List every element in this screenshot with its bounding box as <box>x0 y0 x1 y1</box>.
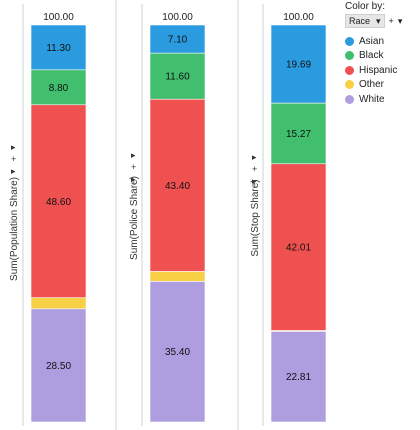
legend-swatch-icon <box>345 80 354 89</box>
chevron-down-icon: ▾ <box>376 16 381 26</box>
add-color-dropdown-icon[interactable]: ▾ <box>397 15 403 26</box>
legend-swatch-icon <box>345 51 354 60</box>
segment-value-label: 35.40 <box>165 347 190 358</box>
legend-item-black[interactable]: Black <box>345 49 419 63</box>
axis-expand-arrow-icon[interactable]: ▸ <box>11 142 16 152</box>
color-by-select-value: Race <box>349 16 371 26</box>
legend-item-label: Other <box>359 79 385 90</box>
segment-value-label: 22.81 <box>286 372 311 383</box>
bar-total-label: 100.00 <box>162 12 193 23</box>
legend-item-hispanic[interactable]: Hispanic <box>345 63 419 77</box>
bar-segment-other[interactable] <box>149 271 206 282</box>
segment-value-label: 15.27 <box>286 129 311 140</box>
legend-swatch-icon <box>345 94 354 104</box>
y-axis-title-sum-police-share-: Sum(Police Share) <box>129 176 140 260</box>
bar-segment-asian[interactable] <box>149 24 206 54</box>
legend-item-white[interactable]: White <box>345 92 419 106</box>
segment-value-label: 8.80 <box>49 83 69 94</box>
axis-add-button[interactable]: + <box>252 164 257 174</box>
legend-item-asian[interactable]: Asian <box>345 34 419 48</box>
y-axis-title-sum-population-share-: Sum(Population Share) <box>9 177 20 281</box>
bar-segment-asian[interactable] <box>270 24 327 104</box>
bar-total-label: 100.00 <box>43 12 74 23</box>
bar-total-label: 100.00 <box>283 12 314 23</box>
legend-item-label: Asian <box>359 35 385 47</box>
color-legend: Color by: Race ▾ + ▾ Asian Black Hispanic O… <box>345 0 419 107</box>
y-axis-title-sum-stop-share-: Sum(Stop Share) <box>250 179 261 256</box>
axis-expand-arrow-icon[interactable]: ▸ <box>131 174 136 184</box>
bar-segment-asian[interactable] <box>30 24 87 71</box>
bar-segment-black[interactable] <box>270 102 327 165</box>
axis-expand-arrow-icon[interactable]: ▸ <box>131 150 136 160</box>
segment-value-label: 7.10 <box>168 35 188 46</box>
legend-item-other[interactable]: Other <box>345 78 419 92</box>
axis-expand-arrow-icon[interactable]: ▸ <box>252 176 257 186</box>
add-color-button[interactable]: + <box>388 16 394 26</box>
legend-list: Asian Black Hispanic Other White <box>345 34 419 106</box>
bar-segment-hispanic[interactable] <box>149 98 206 272</box>
legend-item-label: Black <box>359 50 384 61</box>
segment-value-label: 43.40 <box>165 181 190 192</box>
segment-value-label: 11.30 <box>46 43 71 54</box>
axis-expand-arrow-icon[interactable]: ▸ <box>252 152 257 162</box>
segment-value-label: 28.50 <box>46 361 71 372</box>
bar-segment-white[interactable] <box>149 281 206 423</box>
segment-value-label: 19.69 <box>286 60 311 71</box>
axis-add-button[interactable]: + <box>11 154 16 164</box>
segment-value-label: 11.60 <box>165 72 190 83</box>
legend-item-label: Hispanic <box>359 64 398 76</box>
bar-segment-white[interactable] <box>30 308 87 423</box>
bar-segment-white[interactable] <box>270 331 327 423</box>
axis-expand-arrow-icon[interactable]: ▸ <box>11 166 16 176</box>
segment-value-label: 48.60 <box>46 197 71 208</box>
legend-item-label: White <box>359 93 385 105</box>
color-by-controls: Race ▾ + ▾ <box>345 14 419 28</box>
legend-title: Color by: <box>345 1 386 12</box>
legend-swatch-icon <box>345 36 354 46</box>
segment-value-label: 42.01 <box>286 243 311 254</box>
axis-add-button[interactable]: + <box>131 162 136 172</box>
legend-swatch-icon <box>345 65 354 75</box>
color-by-select[interactable]: Race ▾ <box>345 14 385 28</box>
bar-segment-other[interactable] <box>30 297 87 310</box>
bar-segment-hispanic[interactable] <box>30 104 87 299</box>
bar-segment-hispanic[interactable] <box>270 163 327 331</box>
